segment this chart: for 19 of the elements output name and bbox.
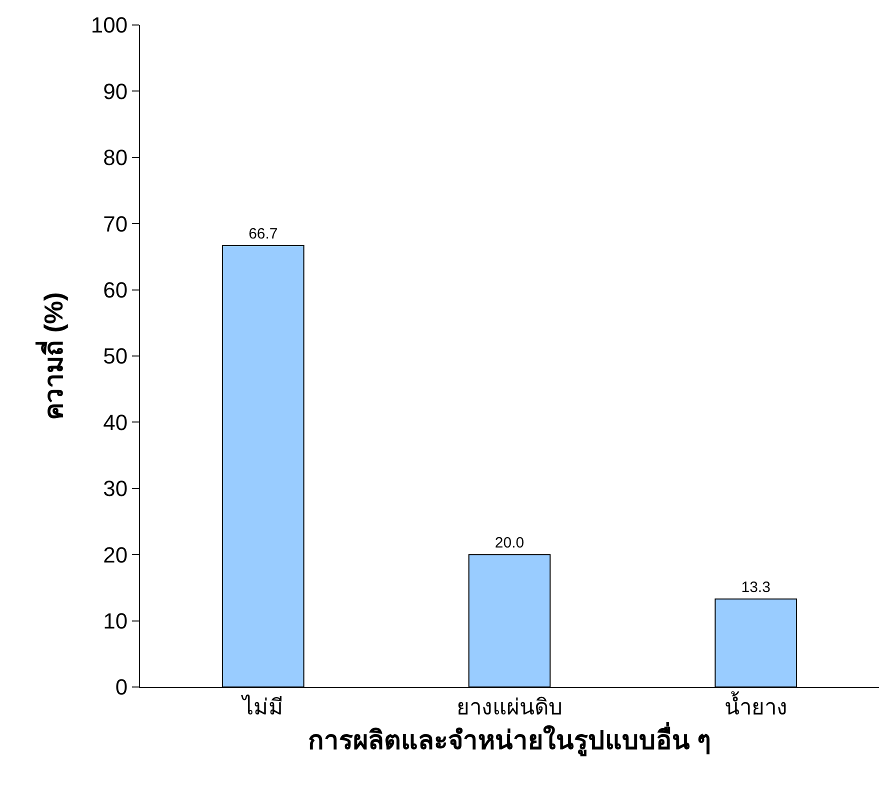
y-tick-label: 10	[103, 608, 128, 634]
y-tick-label: 70	[103, 211, 128, 236]
y-tick-label: 100	[90, 12, 128, 38]
x-axis-title: การผลิตและจำหน่ายในรูปแบบอื่น ๆ	[308, 721, 712, 758]
data-label: 20.0	[494, 534, 524, 552]
y-tick-label: 90	[103, 78, 128, 104]
y-axis-title: ความถี่ (%)	[34, 292, 68, 420]
y-tick-label: 30	[103, 476, 128, 502]
y-tick-label: 50	[103, 344, 128, 369]
y-tick-label: 20	[103, 542, 128, 568]
y-tick-label: 60	[103, 278, 128, 302]
y-tick-label: 40	[103, 410, 128, 435]
data-label: 66.7	[248, 225, 278, 242]
data-label: 13.3	[741, 578, 770, 596]
x-tick-label: น้ำยาง	[724, 691, 788, 720]
y-tick-label: 0	[115, 674, 128, 700]
x-tick-label: ยางแผ่นดิบ	[456, 694, 562, 720]
y-tick-label: 80	[103, 145, 128, 170]
x-tick-label: ไม่มี	[240, 694, 284, 720]
